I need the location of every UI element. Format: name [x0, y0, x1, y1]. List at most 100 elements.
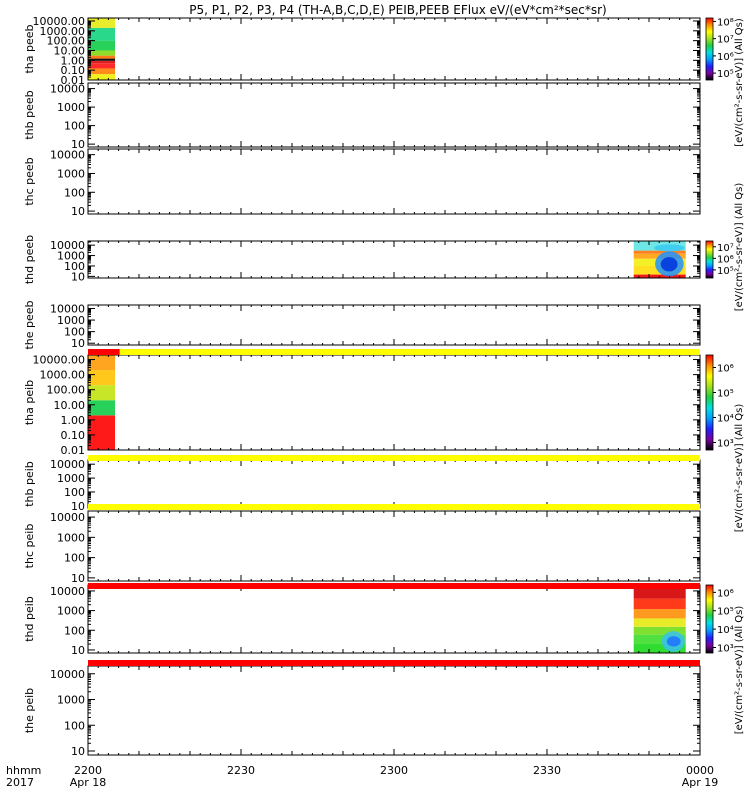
y-tick-label: 1000 [57, 314, 85, 327]
separator-bar [88, 455, 700, 461]
colorbar-label: [eV/(cm²-s-sr-eV)] (All Qs) [734, 606, 745, 735]
panel-tha-peib: 10000.00 1000.00 100.00 10.00 1.00 0.10 0.01 th… [23, 354, 701, 457]
y-tick-label: 10.00 [54, 399, 86, 412]
panel-label: thd peeb [23, 235, 36, 284]
y-tick-label: 10 [71, 572, 85, 585]
y-tick-label: 10 [71, 745, 85, 758]
separator-bar [88, 583, 700, 589]
x-tick-label: 2300 [380, 764, 408, 777]
y-tick-label: 100 [64, 624, 85, 637]
y-tick-label: 100 [64, 120, 85, 133]
y-tick-label: 1000 [57, 167, 85, 180]
spectrogram-band [633, 626, 686, 635]
colorbar-tick-label: 10⁶ [717, 588, 734, 599]
colorbar-scale [705, 17, 714, 81]
panels: 10000.001000.00100.0010.001.000.100.01th… [23, 15, 701, 758]
y-tick-labels: 10000.00 1000.00 100.00 10.00 1.00 0.10 0.01 [33, 354, 86, 457]
spectrogram-band [633, 644, 686, 653]
y-tick-label: 1000 [57, 531, 85, 544]
separator-bars [88, 349, 700, 666]
spectrogram-band [88, 63, 116, 69]
colorbar-tick-label: 10³ [717, 439, 734, 450]
panel-thb-peeb: 10000 1000 100 10 thb peeb [23, 82, 701, 151]
y-tick-label: 1000.00 [40, 369, 86, 382]
panel-tha-peeb: 10000.001000.00100.0010.001.000.100.01th… [23, 15, 701, 87]
x-tick-sublabel: Apr 19 [682, 776, 719, 789]
spectrogram-feature [654, 244, 685, 252]
panel-frame [87, 82, 701, 148]
spectrogram-band [633, 274, 686, 278]
y-tick-label: 10000 [50, 458, 85, 471]
y-tick-label: 10000 [50, 83, 85, 96]
x-axis-row2-label: 2017 [6, 776, 34, 789]
separator-bar [88, 504, 700, 510]
spectrogram-band [633, 250, 686, 254]
y-tick-label: 10 [71, 337, 85, 350]
y-tick-label: 0.01 [61, 74, 86, 87]
spectrogram-band [88, 68, 116, 75]
y-tick-label: 10.00 [54, 44, 86, 57]
panel-frame [87, 148, 701, 215]
y-tick-label: 0.01 [61, 444, 86, 457]
y-tick-label: 10 [71, 644, 85, 657]
spectrogram-feature [666, 636, 681, 647]
panel-frame [87, 510, 701, 582]
y-tick-label: 1.00 [61, 54, 86, 67]
spectrogram-band [633, 618, 686, 627]
spectrogram-band [88, 58, 116, 61]
x-tick-label: 0000 [686, 764, 714, 777]
panel-thc-peib: 10000 1000 100 10 thc peib [23, 510, 701, 585]
panel-thc-peeb: 10000 1000 100 10 thc peeb [23, 148, 701, 218]
panel-thd-peib: 10000 1000 100 10 thd peib [23, 584, 701, 657]
y-tick-label: 1000 [57, 101, 85, 114]
colorbar-tick-label: 10⁶ [717, 364, 734, 375]
spectrogram-feature [660, 257, 678, 272]
y-tick-label: 10000 [50, 149, 85, 162]
y-tick-label: 10 [71, 270, 85, 283]
separator-bar [88, 660, 700, 666]
panel-frame [87, 665, 701, 756]
y-tick-label: 10000 [50, 668, 85, 681]
y-tick-label: 100.00 [47, 35, 86, 48]
y-tick-label: 10 [71, 205, 85, 218]
colorbar: 10⁶ 10⁵ 10⁴ 10³ [eV/(cm²-s-sr-eV)] (All Qs) [705, 584, 745, 735]
panel-label: the peeb [23, 300, 36, 349]
y-tick-label: 100 [64, 186, 85, 199]
y-tick-label: 1000 [57, 472, 85, 485]
spectrogram-band [633, 598, 686, 610]
panel-the-peib: 10000 1000 100 10 the peib [23, 665, 701, 758]
y-tick-label: 1000.00 [40, 25, 86, 38]
panel-label: thb peib [23, 461, 36, 507]
spectrogram-band [88, 370, 116, 386]
spectrogram-band [633, 634, 686, 645]
spectrogram-band [88, 74, 116, 80]
colorbar-tick-label: 10³ [717, 643, 734, 654]
y-tick-label: 10000.00 [33, 354, 86, 367]
panel-label: the peib [23, 688, 36, 733]
panel-label: thc peib [23, 524, 36, 569]
spectrogram-band [88, 385, 116, 401]
spectrogram-band [88, 55, 116, 59]
chart-title: P5, P1, P2, P3, P4 (TH-A,B,C,D,E) PEIB,P… [189, 3, 606, 17]
y-tick-label: 100.00 [47, 384, 86, 397]
y-tick-label: 10000 [50, 302, 85, 315]
separator-segment [88, 349, 120, 355]
y-tick-label: 0.10 [61, 64, 86, 77]
y-tick-label: 10 [71, 138, 85, 151]
panel-frame [87, 584, 701, 654]
spectrogram-band [88, 60, 116, 64]
colorbar-tick-label: 10⁴ [717, 414, 734, 425]
colorbar-tick-label: 10⁵ [717, 389, 734, 400]
spectrogram-band [88, 50, 116, 56]
panel-label: thb peeb [23, 90, 36, 139]
y-tick-label: 100 [64, 719, 85, 732]
spectrogram-band [88, 415, 116, 450]
y-tick-label: 100 [64, 260, 85, 273]
